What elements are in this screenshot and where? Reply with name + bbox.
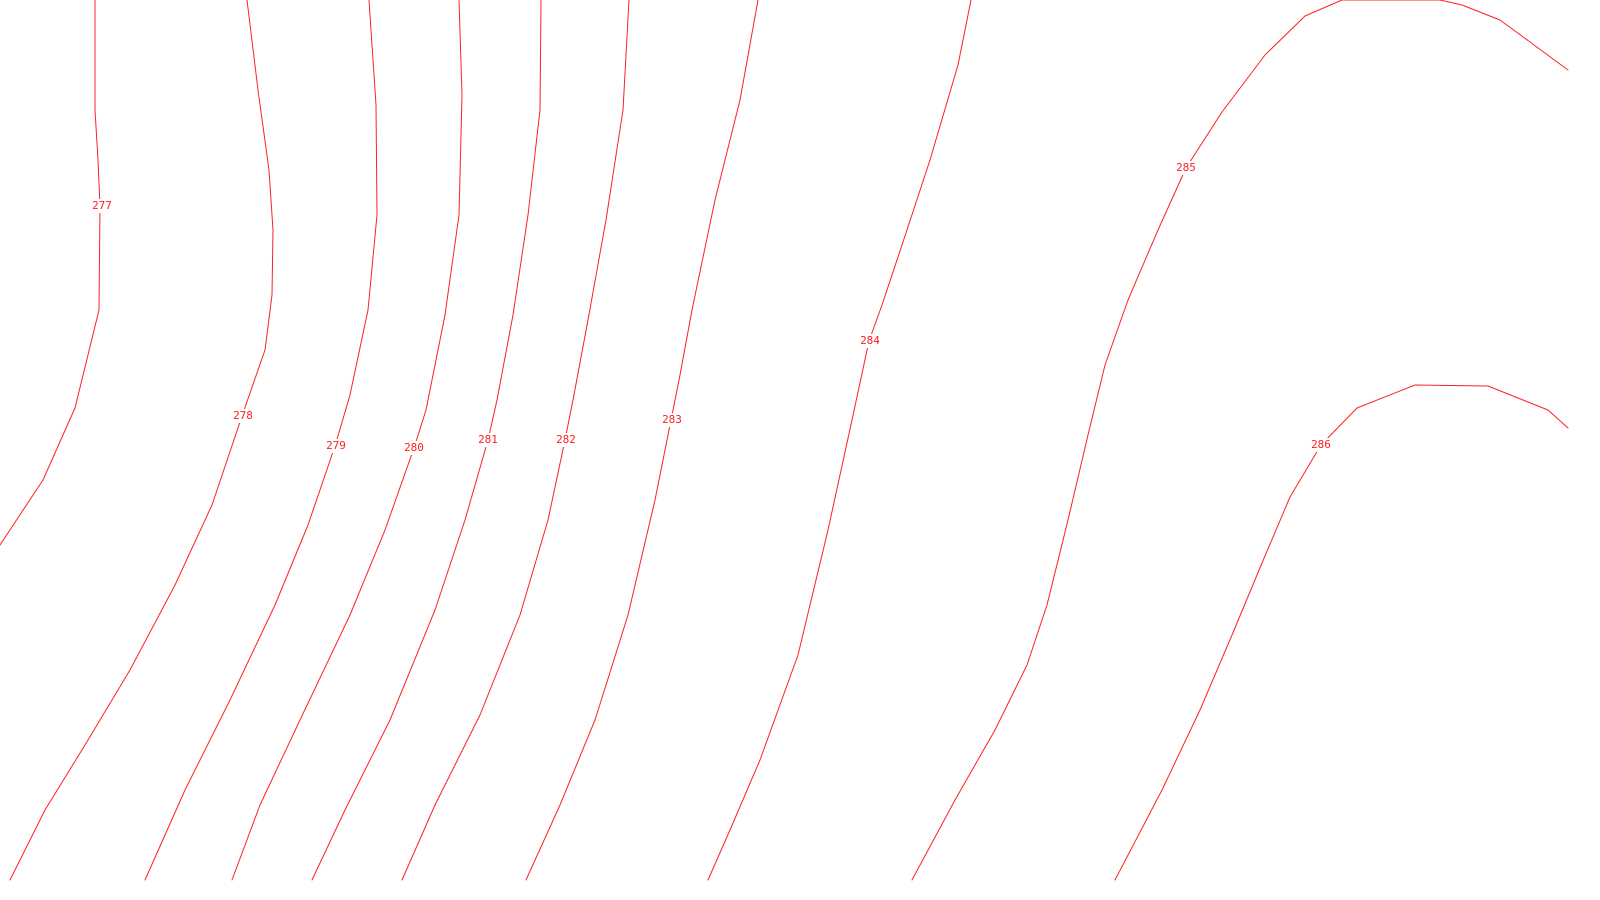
contour-line-284 [707, 0, 972, 881]
contour-line-277 [0, 0, 101, 546]
contour-label-286: 286 [1311, 438, 1331, 451]
contour-label-279: 279 [326, 439, 346, 452]
contour-labels-layer: 277 278 279 280 281 282 283 284 285 286 [90, 161, 1333, 455]
contour-label-bg-285 [1174, 161, 1198, 175]
contour-label-bg-286 [1309, 438, 1333, 452]
contour-line-282 [401, 0, 630, 881]
contour-label-bg-282 [554, 433, 578, 447]
contour-label-280: 280 [404, 441, 424, 454]
contour-label-bg-279 [324, 439, 348, 453]
contour-label-283: 283 [662, 413, 682, 426]
contour-label-bg-284 [858, 334, 882, 348]
contour-label-bg-281 [476, 433, 500, 447]
contour-label-281: 281 [478, 433, 498, 446]
contour-label-278: 278 [233, 409, 253, 422]
contour-label-284: 284 [860, 334, 880, 347]
contour-label-282: 282 [556, 433, 576, 446]
contour-line-286 [1114, 384, 1569, 881]
contour-line-278 [9, 0, 274, 881]
contour-label-277: 277 [92, 199, 112, 212]
contour-label-285: 285 [1176, 161, 1196, 174]
contour-label-bg-278 [231, 409, 255, 423]
contour-line-285 [911, 0, 1569, 881]
contour-label-bg-277 [90, 199, 114, 213]
contour-label-bg-280 [402, 441, 426, 455]
contour-label-bg-283 [660, 413, 684, 427]
